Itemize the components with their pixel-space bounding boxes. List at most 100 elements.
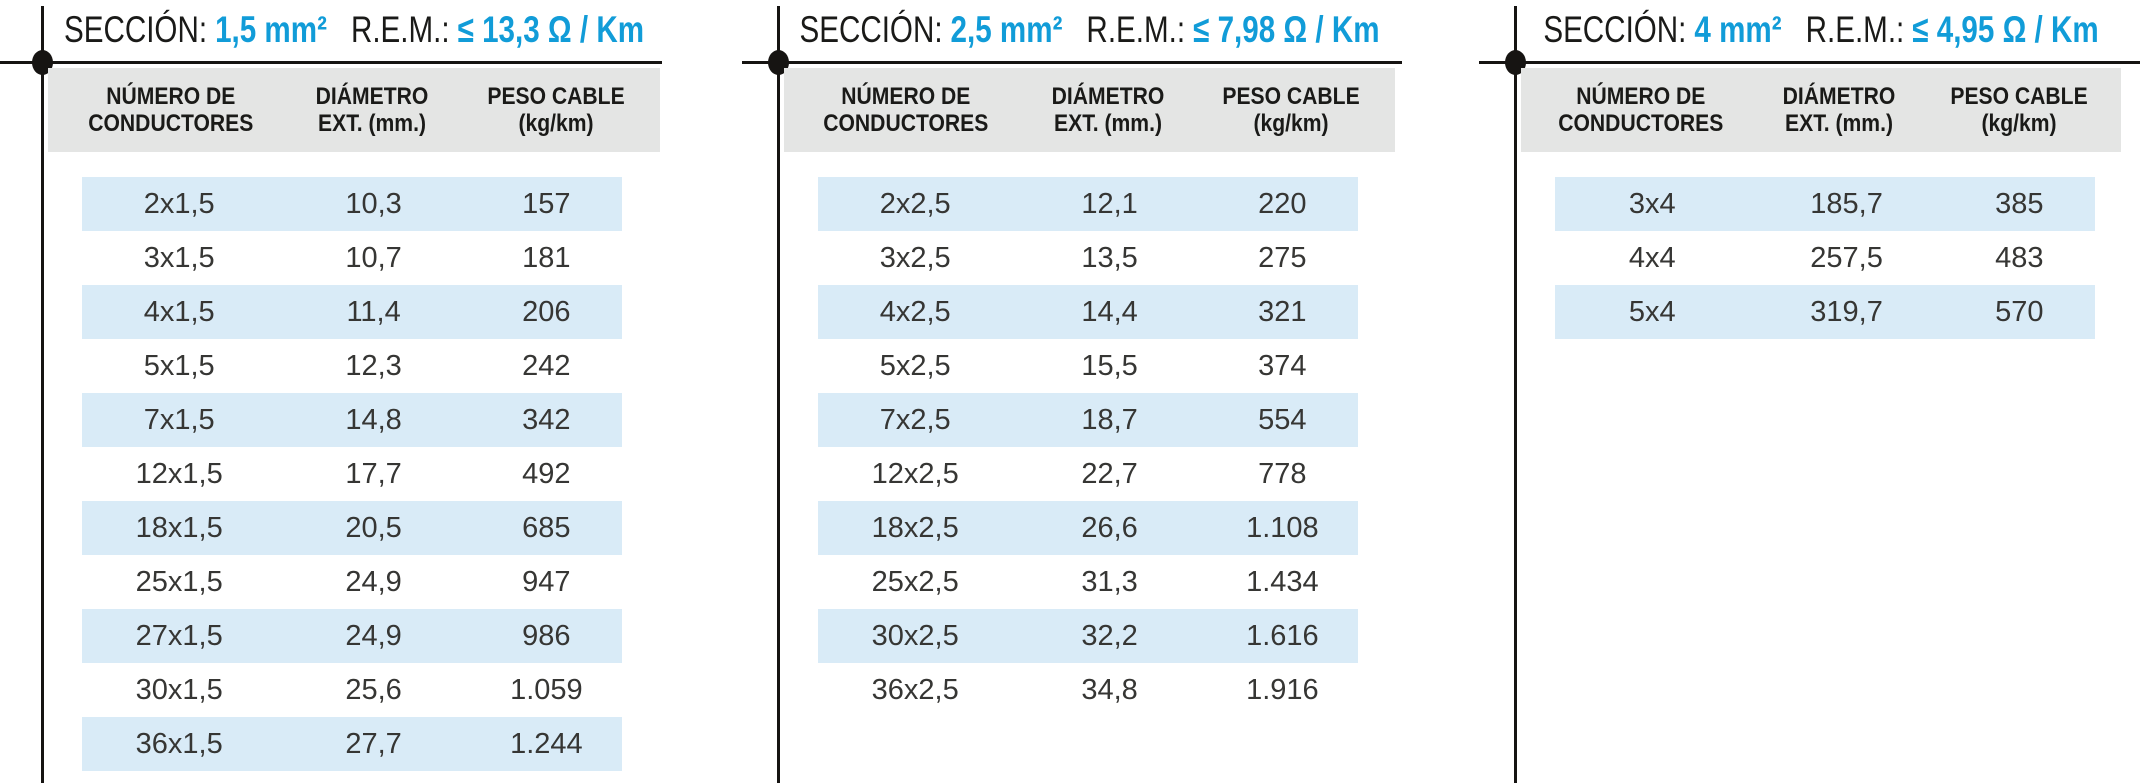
cell-conductors: 30x1,5 — [135, 673, 223, 706]
cell-conductors: 4x2,5 — [879, 295, 951, 328]
cell-weight: 1.616 — [1246, 619, 1319, 652]
cell-conductors: 2x1,5 — [143, 187, 215, 220]
table-row: 30x1,5 25,6 1.059 — [82, 663, 622, 717]
rem-label: R.E.M.: — [1805, 9, 1905, 50]
column-header-diameter: DIÁMETRO EXT. (mm.) — [1051, 82, 1165, 137]
horizontal-rule — [0, 61, 662, 64]
cell-conductors: 3x2,5 — [879, 241, 951, 274]
section-value: 1,5 mm² — [215, 9, 327, 50]
cell-conductors: 4x1,5 — [143, 295, 215, 328]
cell-conductors: 36x2,5 — [871, 673, 959, 706]
cell-conductors: 5x2,5 — [879, 349, 951, 382]
cell-diameter: 18,7 — [1081, 403, 1138, 436]
table-row: 5x4 319,7 570 — [1555, 285, 2095, 339]
cell-diameter: 24,9 — [345, 619, 402, 652]
column-header-weight: PESO CABLE (kg/km) — [1950, 82, 2088, 137]
vertical-rule — [777, 6, 780, 783]
section-title: SECCIÓN: 4 mm² R.E.M.: ≤ 4,95 Ω / Km — [1543, 6, 2098, 54]
cell-weight: 374 — [1258, 349, 1307, 382]
cell-conductors: 12x1,5 — [135, 457, 223, 490]
column-header-diameter: DIÁMETRO EXT. (mm.) — [316, 82, 429, 137]
cell-diameter: 319,7 — [1810, 295, 1883, 328]
vertical-rule — [1514, 6, 1517, 783]
table-row: 18x2,5 26,6 1.108 — [818, 501, 1358, 555]
intersection-dot — [768, 50, 789, 75]
cell-weight: 685 — [522, 511, 571, 544]
cell-conductors: 25x1,5 — [135, 565, 223, 598]
cell-conductors: 25x2,5 — [871, 565, 959, 598]
vertical-rule — [41, 6, 44, 783]
section-value: 2,5 mm² — [950, 9, 1063, 50]
table-row: 4x4 257,5 483 — [1555, 231, 2095, 285]
table-row: 4x1,5 11,4 206 — [82, 285, 622, 339]
column-header-conductors: NÚMERO DE CONDUCTORES — [1558, 82, 1724, 137]
section-title: SECCIÓN: 1,5 mm² R.E.M.: ≤ 13,3 Ω / Km — [64, 6, 644, 54]
cell-diameter: 10,7 — [345, 241, 402, 274]
table-row: 3x2,5 13,5 275 — [818, 231, 1358, 285]
table-row: 27x1,5 24,9 986 — [82, 609, 622, 663]
cell-weight: 986 — [522, 619, 571, 652]
cell-conductors: 2x2,5 — [879, 187, 951, 220]
table-row: 3x4 185,7 385 — [1555, 177, 2095, 231]
cell-diameter: 24,9 — [345, 565, 402, 598]
cell-diameter: 12,1 — [1081, 187, 1138, 220]
rem-label: R.E.M.: — [350, 9, 450, 50]
cell-weight: 1.244 — [510, 727, 583, 760]
cell-conductors: 4x4 — [1628, 241, 1676, 274]
column-header-weight: PESO CABLE (kg/km) — [1222, 82, 1360, 137]
cell-conductors: 27x1,5 — [135, 619, 223, 652]
table-row: 25x1,5 24,9 947 — [82, 555, 622, 609]
table-header: NÚMERO DE CONDUCTORES DIÁMETRO EXT. (mm.) … — [1521, 68, 2121, 152]
cell-diameter: 257,5 — [1810, 241, 1883, 274]
cell-weight: 554 — [1258, 403, 1307, 436]
cell-weight: 778 — [1258, 457, 1307, 490]
cell-diameter: 20,5 — [345, 511, 402, 544]
column-header-conductors: NÚMERO DE CONDUCTORES — [87, 82, 253, 137]
section-label: SECCIÓN: — [1543, 9, 1687, 50]
cell-conductors: 3x1,5 — [143, 241, 215, 274]
cell-diameter: 10,3 — [345, 187, 402, 220]
cell-weight: 570 — [1995, 295, 2044, 328]
cell-diameter: 11,4 — [346, 295, 401, 328]
section-title: SECCIÓN: 2,5 mm² R.E.M.: ≤ 7,98 Ω / Km — [799, 6, 1379, 54]
cell-conductors: 3x4 — [1628, 187, 1676, 220]
cell-diameter: 14,8 — [345, 403, 402, 436]
rem-value: ≤ 7,98 Ω / Km — [1193, 9, 1380, 50]
table-row: 2x2,5 12,1 220 — [818, 177, 1358, 231]
cell-diameter: 32,2 — [1081, 619, 1138, 652]
cell-diameter: 13,5 — [1081, 241, 1138, 274]
section-value: 4 mm² — [1694, 9, 1782, 50]
table-row: 2x1,5 10,3 157 — [82, 177, 622, 231]
horizontal-rule — [742, 61, 1402, 64]
cell-weight: 1.108 — [1246, 511, 1319, 544]
section-label: SECCIÓN: — [799, 9, 943, 50]
cell-diameter: 15,5 — [1081, 349, 1138, 382]
intersection-dot — [1505, 50, 1526, 75]
column-header-weight: PESO CABLE (kg/km) — [487, 82, 625, 137]
cell-conductors: 5x1,5 — [143, 349, 215, 382]
table-row: 7x1,5 14,8 342 — [82, 393, 622, 447]
table-row: 4x2,5 14,4 321 — [818, 285, 1358, 339]
section-label: SECCIÓN: — [63, 9, 208, 50]
table-row: 12x2,5 22,7 778 — [818, 447, 1358, 501]
table-body: 2x1,5 10,3 157 3x1,5 10,7 181 4x1,5 11,4 206 5x1,… — [82, 177, 622, 771]
cell-diameter: 14,4 — [1081, 295, 1138, 328]
cell-weight: 206 — [522, 295, 571, 328]
cell-conductors: 30x2,5 — [871, 619, 959, 652]
cell-diameter: 17,7 — [345, 457, 402, 490]
cell-diameter: 34,8 — [1081, 673, 1138, 706]
cell-diameter: 22,7 — [1081, 457, 1138, 490]
table-row: 30x2,5 32,2 1.616 — [818, 609, 1358, 663]
column-header-diameter: DIÁMETRO EXT. (mm.) — [1782, 82, 1896, 137]
cell-diameter: 185,7 — [1810, 187, 1883, 220]
table-header: NÚMERO DE CONDUCTORES DIÁMETRO EXT. (mm.) … — [48, 68, 660, 152]
rem-value: ≤ 13,3 Ω / Km — [457, 9, 645, 50]
table-body: 3x4 185,7 385 4x4 257,5 483 5x4 319,7 570 — [1555, 177, 2095, 339]
table-row: 7x2,5 18,7 554 — [818, 393, 1358, 447]
cell-weight: 1.434 — [1246, 565, 1319, 598]
cell-conductors: 7x1,5 — [143, 403, 215, 436]
